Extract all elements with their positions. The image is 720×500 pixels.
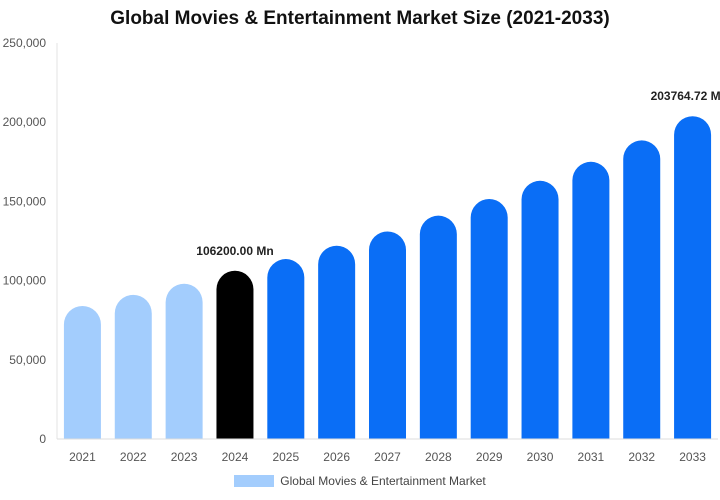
- y-tick-label: 0: [39, 432, 46, 446]
- y-tick-label: 50,000: [9, 353, 46, 367]
- bar-2031: [572, 161, 610, 440]
- bars: [63, 116, 712, 440]
- bar-2026: [318, 245, 356, 439]
- x-tick-label: 2022: [120, 450, 147, 464]
- x-tick-label: 2027: [374, 450, 401, 464]
- x-tick-label: 2024: [222, 450, 249, 464]
- x-tick-label: 2026: [323, 450, 350, 464]
- data-label-2033: 203764.72 M: [651, 89, 720, 103]
- bar-2023: [165, 283, 203, 439]
- y-tick-label: 200,000: [3, 115, 47, 129]
- bar-2028: [419, 215, 457, 439]
- bar-2030: [521, 180, 559, 439]
- x-tick-label: 2023: [171, 450, 198, 464]
- y-tick-label: 100,000: [3, 274, 47, 288]
- bar-2024: [216, 270, 254, 439]
- x-tick-label: 2028: [425, 450, 452, 464]
- x-tick-label: 2031: [578, 450, 605, 464]
- chart-title: Global Movies & Entertainment Market Siz…: [110, 8, 610, 29]
- x-tick-label: 2025: [272, 450, 299, 464]
- bar-2022: [114, 294, 152, 439]
- bar-2027: [369, 231, 406, 439]
- data-label-2024: 106200.00 Mn: [196, 244, 273, 258]
- bar-2032: [623, 140, 661, 439]
- y-tick-label: 250,000: [3, 36, 47, 50]
- legend: Global Movies & Entertainment Market: [0, 474, 720, 488]
- bar-2025: [267, 259, 305, 439]
- annotations: 106200.00 Mn 203764.72 M: [196, 89, 720, 258]
- y-axis: 0 50,000 100,000 150,000 200,000 250,000: [3, 36, 58, 446]
- bar-2021: [63, 305, 101, 439]
- bar-2029: [470, 199, 508, 439]
- x-tick-label: 2033: [679, 450, 706, 464]
- bar-2033: [674, 116, 712, 439]
- x-tick-label: 2021: [69, 450, 96, 464]
- x-tick-label: 2032: [628, 450, 655, 464]
- y-tick-label: 150,000: [3, 194, 47, 208]
- x-tick-label: 2029: [476, 450, 503, 464]
- legend-label: Global Movies & Entertainment Market: [280, 474, 486, 488]
- legend-swatch: [234, 475, 275, 487]
- x-axis: 2021 2022 2023 2024 2025 2026 2027 2028 2029 2030…: [57, 438, 718, 464]
- x-tick-label: 2030: [527, 450, 554, 464]
